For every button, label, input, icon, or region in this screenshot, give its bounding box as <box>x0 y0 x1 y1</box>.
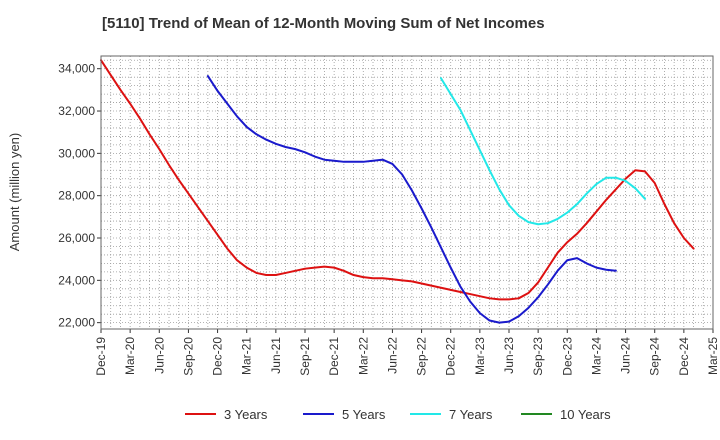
x-tick-label: Dec-22 <box>444 337 458 376</box>
y-tick-label: 32,000 <box>58 104 95 118</box>
legend-entry-label: 5 Years <box>342 407 386 422</box>
legend-entry-label: 3 Years <box>224 407 268 422</box>
x-tick-label: Dec-23 <box>560 337 574 376</box>
x-tick-label: Sep-23 <box>531 337 545 376</box>
y-tick-label: 30,000 <box>58 146 95 160</box>
x-tick-label: Jun-20 <box>152 337 166 374</box>
x-tick-label: Jun-23 <box>502 337 516 374</box>
y-tick-label: 24,000 <box>58 273 95 287</box>
x-tick-label: Jun-24 <box>619 337 633 374</box>
x-tick-label: Sep-22 <box>415 337 429 376</box>
y-tick-label: 26,000 <box>58 231 95 245</box>
plot-frame <box>100 55 714 330</box>
series-line-5-years <box>206 75 617 324</box>
x-tick-label: Dec-24 <box>677 337 691 376</box>
x-tick-label: Mar-25 <box>706 337 720 375</box>
x-tick-label: Mar-20 <box>123 337 137 375</box>
chart-title: [5110] Trend of Mean of 12-Month Moving … <box>102 15 545 32</box>
legend-entry-label: 10 Years <box>560 407 611 422</box>
x-tick-label: Mar-22 <box>356 337 370 375</box>
x-tick-label: Mar-23 <box>473 337 487 375</box>
legend: 3 Years 5 Years 7 Years 10 Years <box>185 407 611 422</box>
x-tick-label: Sep-21 <box>298 337 312 376</box>
y-tick-label: 22,000 <box>58 316 95 330</box>
y-tick-label: 34,000 <box>58 62 95 76</box>
x-tick-label: Jun-22 <box>385 337 399 374</box>
x-tick-label: Dec-20 <box>211 337 225 376</box>
legend-entry-label: 7 Years <box>449 407 493 422</box>
x-tick-label: Sep-24 <box>648 337 662 376</box>
series-line-3-years <box>100 59 695 301</box>
x-tick-label: Jun-21 <box>269 337 283 374</box>
x-tick-label: Mar-24 <box>589 337 603 375</box>
x-tick-label: Dec-19 <box>94 337 108 376</box>
x-tick-label: Mar-21 <box>240 337 254 375</box>
series-line-7-years <box>440 77 646 226</box>
y-tick-label: 28,000 <box>58 189 95 203</box>
x-tick-label: Sep-20 <box>181 337 195 376</box>
plot-area <box>101 56 713 329</box>
y-axis-label: Amount (million yen) <box>7 133 22 252</box>
x-tick-label: Dec-21 <box>327 337 341 376</box>
